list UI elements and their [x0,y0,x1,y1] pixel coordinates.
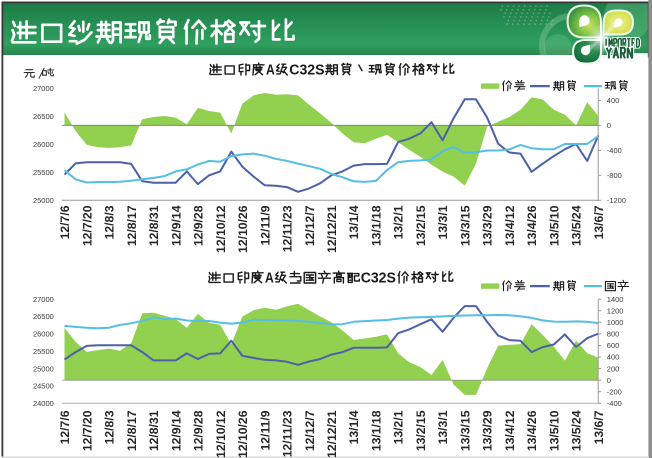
svg-text:12/7/6: 12/7/6 [58,410,72,444]
svg-text:26500: 26500 [33,312,54,321]
svg-text:0: 0 [607,121,611,130]
svg-text:13/4/26: 13/4/26 [525,205,539,246]
svg-text:13/2/15: 13/2/15 [414,205,428,246]
svg-text:13/4/26: 13/4/26 [525,410,539,451]
svg-text:13/3/15: 13/3/15 [458,410,472,451]
svg-text:25000: 25000 [33,364,54,373]
svg-text:A: A [266,62,275,78]
svg-text:27000: 27000 [33,84,54,93]
svg-text:24000: 24000 [33,399,54,408]
svg-text:12/7/6: 12/7/6 [58,205,72,239]
svg-text:12/7/20: 12/7/20 [80,205,94,246]
svg-text:13/5/24: 13/5/24 [570,410,584,451]
svg-text:12/8/31: 12/8/31 [147,205,161,246]
svg-text:12/9/14: 12/9/14 [169,205,183,246]
svg-text:12/10/12: 12/10/12 [214,205,228,253]
svg-text:24500: 24500 [33,382,54,391]
svg-text:27000: 27000 [33,295,54,304]
svg-text:600: 600 [607,341,620,350]
svg-text:13/4/12: 13/4/12 [503,410,517,451]
svg-text:1200: 1200 [607,307,624,316]
svg-text:13/5/10: 13/5/10 [547,410,561,451]
svg-text:12/11/23: 12/11/23 [281,205,295,252]
svg-text:1000: 1000 [607,318,624,327]
svg-text:12/10/12: 12/10/12 [214,410,228,458]
svg-text:13/1/4: 13/1/4 [347,205,361,239]
svg-text:13/1/18: 13/1/18 [370,410,384,451]
svg-text:13/3/15: 13/3/15 [458,205,472,246]
svg-text:13/3/29: 13/3/29 [481,205,495,246]
svg-text:1400: 1400 [607,295,624,304]
svg-text:-400: -400 [607,399,622,408]
svg-text:12/8/3: 12/8/3 [103,205,117,239]
svg-text:C32S: C32S [289,62,325,78]
svg-text:13/2/1: 13/2/1 [392,410,406,444]
svg-text:13/2/15: 13/2/15 [414,410,428,451]
svg-text:12/12/21: 12/12/21 [325,205,339,253]
svg-text:25500: 25500 [33,347,54,356]
svg-text:12/9/28: 12/9/28 [192,410,206,451]
svg-text:12/12/7: 12/12/7 [303,410,317,451]
svg-text:13/5/24: 13/5/24 [570,205,584,246]
svg-text:12/10/26: 12/10/26 [236,410,250,458]
svg-text:0: 0 [607,376,611,385]
svg-text:13/3/29: 13/3/29 [481,410,495,451]
svg-text:13/4/12: 13/4/12 [503,205,517,246]
svg-text:13/3/1: 13/3/1 [436,205,450,239]
svg-text:200: 200 [607,364,620,373]
svg-text:25500: 25500 [33,168,54,177]
svg-text:800: 800 [607,330,620,339]
svg-text:12/8/3: 12/8/3 [103,410,117,444]
svg-text:12/7/20: 12/7/20 [80,410,94,451]
svg-text:12/8/31: 12/8/31 [147,410,161,451]
svg-text:A: A [265,270,274,286]
svg-text:13/6/7: 13/6/7 [592,205,606,239]
svg-text:400: 400 [607,353,620,362]
svg-text:12/10/26: 12/10/26 [236,205,250,253]
svg-text:12/9/14: 12/9/14 [169,410,183,451]
svg-text:13/2/1: 13/2/1 [392,205,406,239]
svg-text:12/11/23: 12/11/23 [281,410,295,457]
svg-text:12/11/9: 12/11/9 [258,205,272,245]
svg-text:12/12/7: 12/12/7 [303,205,317,246]
svg-text:13/1/4: 13/1/4 [347,410,361,444]
svg-text:-400: -400 [607,146,622,155]
svg-text:26000: 26000 [33,330,54,339]
svg-text:C32S: C32S [361,270,397,286]
svg-text:400: 400 [607,96,620,105]
svg-text:12/8/17: 12/8/17 [125,205,139,246]
svg-text:12/9/28: 12/9/28 [192,205,206,246]
svg-text:12/11/9: 12/11/9 [258,410,272,450]
svg-text:13/1/18: 13/1/18 [370,205,384,246]
svg-text:-800: -800 [607,171,622,180]
svg-text:25000: 25000 [33,196,54,205]
svg-text:13/6/7: 13/6/7 [592,410,606,444]
svg-text:13/3/1: 13/3/1 [436,410,450,444]
svg-text:-1200: -1200 [607,196,626,205]
svg-text:12/8/17: 12/8/17 [125,410,139,451]
svg-text:26500: 26500 [33,112,54,121]
svg-text:12/12/21: 12/12/21 [325,410,339,458]
svg-text:-200: -200 [607,387,622,396]
svg-text:13/5/10: 13/5/10 [547,205,561,246]
svg-text:26000: 26000 [33,140,54,149]
